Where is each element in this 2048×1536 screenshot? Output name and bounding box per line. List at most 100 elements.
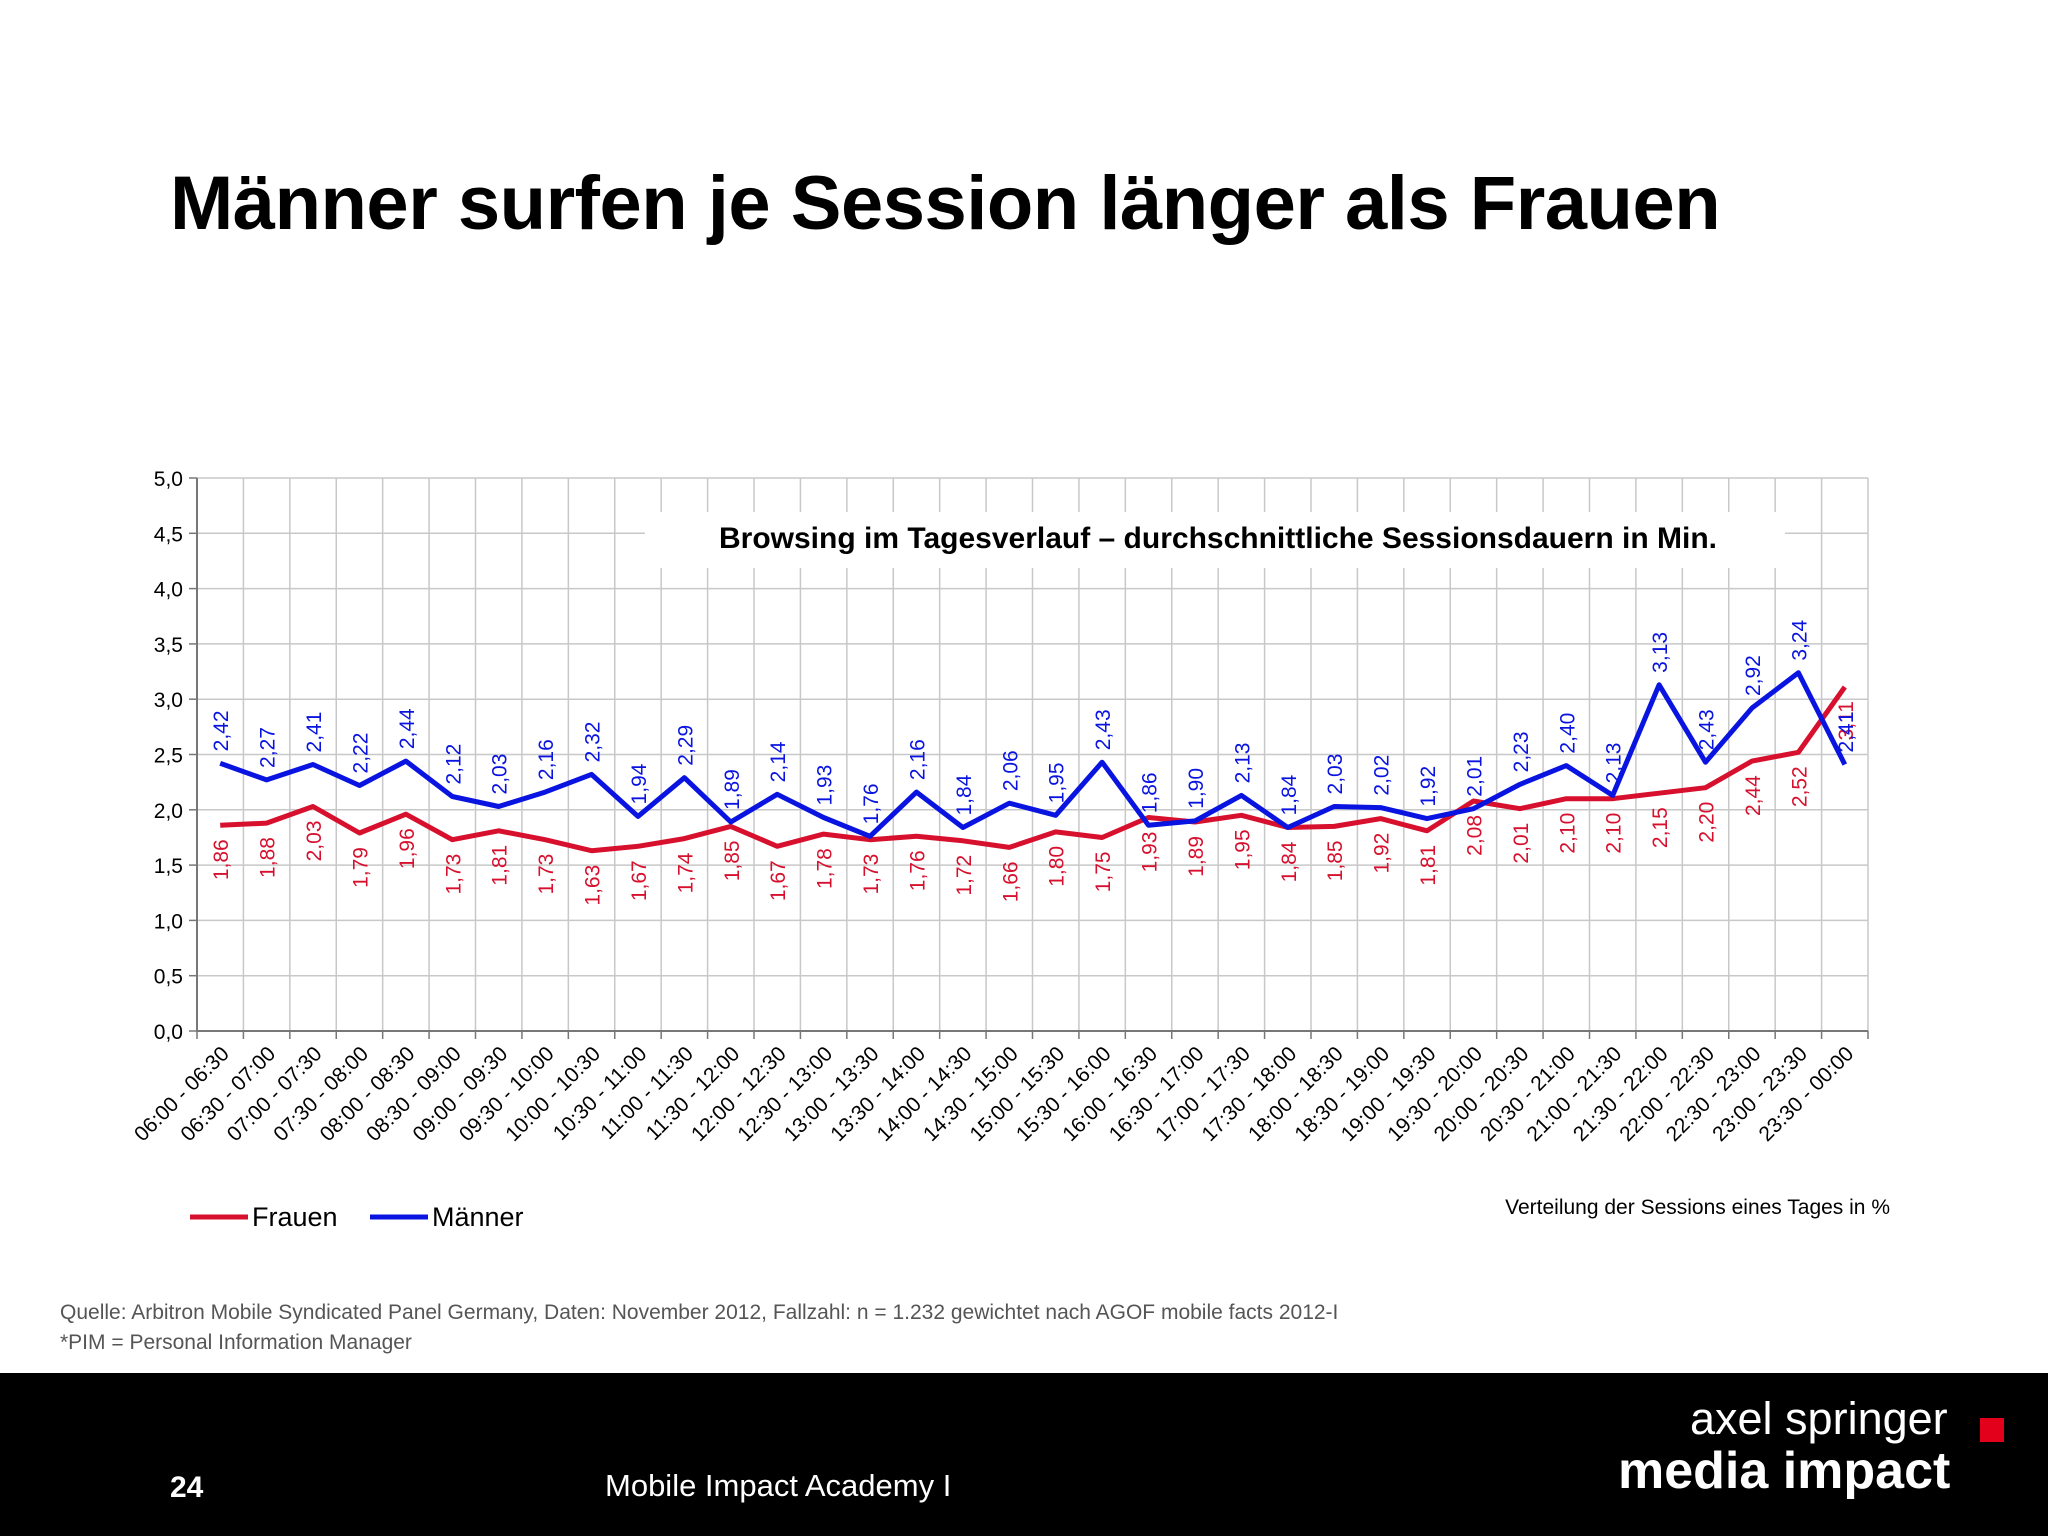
- data-label: 2,22: [349, 733, 372, 774]
- data-label: 1,81: [489, 845, 512, 886]
- data-label: 2,44: [1742, 775, 1765, 816]
- data-label: 3,11: [1835, 701, 1858, 740]
- data-label: 1,81: [1417, 845, 1440, 886]
- data-label: 2,32: [582, 722, 605, 763]
- legend-label: Frauen: [252, 1202, 338, 1232]
- y-tick-label: 2,0: [154, 800, 183, 823]
- data-label: 2,16: [535, 739, 558, 780]
- data-label: 3,13: [1649, 632, 1672, 673]
- data-label: 1,66: [999, 861, 1022, 902]
- data-label: 2,27: [257, 727, 280, 768]
- y-tick-label: 3,0: [154, 689, 183, 712]
- chart-title: Browsing im Tagesverlauf – durchschnittl…: [719, 522, 1717, 555]
- data-label: 2,23: [1510, 731, 1533, 772]
- data-label: 1,95: [1231, 829, 1254, 870]
- data-label: 2,14: [767, 741, 790, 782]
- data-label: 1,89: [721, 769, 744, 810]
- data-label: 2,20: [1696, 802, 1719, 843]
- data-label: 2,52: [1788, 766, 1811, 807]
- data-label: 2,03: [303, 820, 326, 861]
- data-label: 3,24: [1788, 619, 1811, 660]
- data-label: 2,08: [1463, 815, 1486, 856]
- data-label: 1,94: [628, 763, 651, 804]
- data-label: 1,63: [582, 865, 605, 906]
- data-label: 2,10: [1603, 813, 1626, 854]
- y-tick-label: 4,0: [154, 579, 183, 602]
- page-number: 24: [170, 1471, 204, 1504]
- data-label: 2,43: [1696, 709, 1719, 750]
- y-tick-label: 1,0: [154, 910, 183, 933]
- y-tick-label: 1,5: [154, 855, 183, 878]
- chart-series-lines: [219, 670, 1848, 854]
- data-label: 1,86: [1139, 772, 1162, 813]
- data-label: 2,12: [442, 744, 465, 785]
- line-chart: 0,00,51,01,52,02,53,03,54,04,55,006:00 -…: [130, 468, 1890, 1232]
- data-label: 1,95: [1046, 762, 1069, 803]
- data-label: 1,80: [1046, 846, 1069, 887]
- data-label: 2,92: [1742, 655, 1765, 696]
- y-tick-label: 0,0: [154, 1021, 183, 1044]
- data-label: 1,85: [721, 840, 744, 881]
- data-label: 1,76: [860, 783, 883, 824]
- data-label: 2,41: [1835, 712, 1858, 753]
- data-label: 2,13: [1231, 743, 1254, 784]
- footer-bar: 24 Mobile Impact Academy I axel springer…: [0, 1373, 2048, 1536]
- data-label: 1,89: [1185, 836, 1208, 877]
- data-label: 1,85: [1324, 840, 1347, 881]
- data-label: 1,73: [860, 854, 883, 895]
- data-label: 2,16: [906, 739, 929, 780]
- data-label: 2,44: [396, 708, 419, 749]
- data-label: 1,90: [1185, 768, 1208, 809]
- data-label: 2,01: [1463, 756, 1486, 797]
- data-label: 1,93: [1139, 832, 1162, 873]
- data-label: 2,01: [1510, 823, 1533, 864]
- data-label: 2,06: [999, 750, 1022, 791]
- data-label: 2,13: [1603, 743, 1626, 784]
- data-label: 1,67: [628, 860, 651, 901]
- source-note: Quelle: Arbitron Mobile Syndicated Panel…: [60, 1301, 1339, 1324]
- brand-logo-line1: axel springer: [1690, 1393, 1948, 1444]
- legend-label: Männer: [432, 1202, 524, 1232]
- footnote: *PIM = Personal Information Manager: [60, 1331, 412, 1354]
- chart-title-background: [645, 512, 1785, 568]
- y-tick-label: 5,0: [154, 468, 183, 491]
- data-label: 1,67: [767, 860, 790, 901]
- y-tick-label: 4,5: [154, 523, 183, 546]
- data-label: 1,78: [814, 848, 837, 889]
- footer-text: Mobile Impact Academy I: [605, 1468, 952, 1503]
- data-label: 1,73: [535, 854, 558, 895]
- series-line-maenner: [219, 670, 1848, 839]
- data-label: 1,79: [349, 847, 372, 888]
- data-label: 1,92: [1417, 766, 1440, 807]
- chart-note: Verteilung der Sessions eines Tages in %: [1505, 1196, 1890, 1219]
- data-label: 1,92: [1371, 833, 1394, 874]
- data-label: 2,03: [489, 754, 512, 795]
- data-label: 1,88: [257, 837, 280, 878]
- data-label: 1,86: [210, 839, 233, 880]
- data-label: 2,10: [1556, 813, 1579, 854]
- data-label: 1,96: [396, 828, 419, 869]
- series-line-frauen: [220, 685, 1847, 854]
- data-label: 2,03: [1324, 754, 1347, 795]
- data-label: 1,84: [1278, 841, 1301, 882]
- data-label: 2,43: [1092, 709, 1115, 750]
- data-label: 2,15: [1649, 807, 1672, 848]
- data-label: 1,75: [1092, 851, 1115, 892]
- chart-legend: Frauen Männer: [190, 1202, 524, 1232]
- data-label: 1,84: [953, 774, 976, 815]
- brand-logo-line2: media impact: [1618, 1442, 1951, 1500]
- chart-data-labels: 1,86 1,88 2,03 1,79 1,96 1,73 1,81 1,73 1,63 1,67…: [210, 619, 1858, 905]
- data-label: 2,41: [303, 712, 326, 753]
- data-label: 1,84: [1278, 774, 1301, 815]
- data-label: 2,42: [210, 710, 233, 751]
- y-tick-label: 0,5: [154, 966, 183, 989]
- data-label: 1,76: [906, 850, 929, 891]
- slide-title: Männer surfen je Session länger als Frau…: [170, 161, 1721, 246]
- y-tick-label: 3,5: [154, 634, 183, 657]
- data-label: 2,02: [1371, 755, 1394, 796]
- y-tick-label: 2,5: [154, 745, 183, 768]
- brand-logo-square: [1980, 1418, 2004, 1442]
- data-label: 2,40: [1556, 713, 1579, 754]
- data-label: 1,73: [442, 854, 465, 895]
- data-label: 1,74: [674, 852, 697, 893]
